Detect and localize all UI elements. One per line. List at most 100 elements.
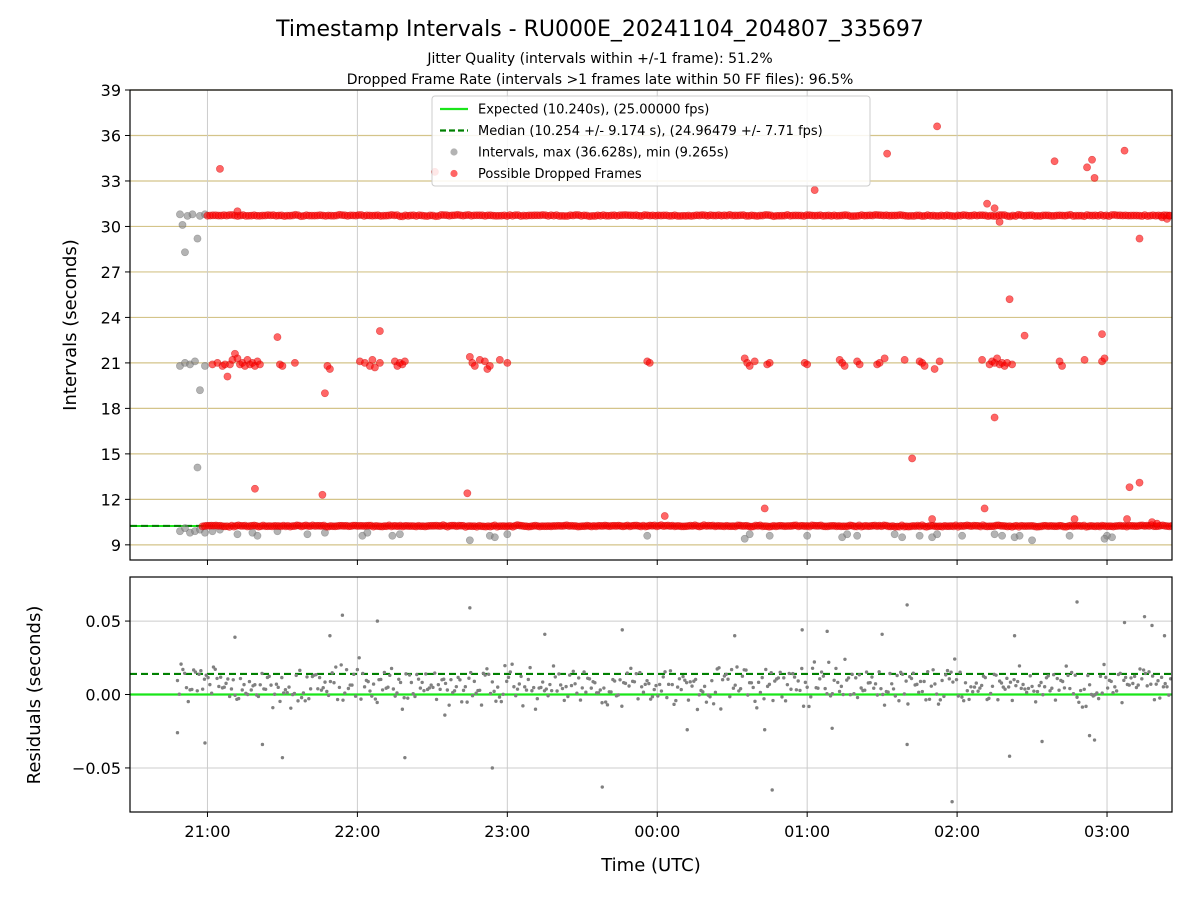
residual-point	[528, 665, 532, 670]
residual-point	[618, 678, 622, 682]
residual-point	[433, 671, 437, 675]
residual-point	[560, 686, 565, 691]
dropped-frame-point	[375, 327, 384, 335]
residual-point	[881, 692, 885, 697]
residual-point	[1075, 695, 1079, 699]
residual-point	[1048, 689, 1052, 693]
residual-point	[760, 675, 764, 680]
residual-point	[711, 702, 716, 706]
residual-point	[724, 672, 728, 676]
x-tick-label: 22:00	[334, 822, 380, 841]
residual-point	[1060, 679, 1065, 684]
legend-box	[431, 95, 871, 187]
residual-point	[612, 679, 617, 683]
dropped-frame-point	[480, 357, 489, 366]
interval-point	[998, 531, 1006, 540]
residual-point	[373, 697, 378, 701]
residual-point	[728, 694, 732, 699]
residual-point	[726, 677, 730, 681]
dropped-frame-point	[645, 359, 654, 367]
residual-point	[830, 726, 834, 730]
residual-point	[620, 628, 624, 632]
residual-point	[1165, 685, 1169, 689]
residual-point	[436, 682, 441, 687]
interval-point	[363, 528, 372, 537]
residuals-ticks: −0.05 0.00 0.05 21:00 22:00 23:00 00:00 01:00 02…	[72, 612, 1130, 841]
residual-point	[422, 688, 426, 693]
dropped-frame-point	[765, 359, 774, 367]
residual-point	[837, 689, 842, 694]
residual-point	[253, 683, 257, 687]
residual-point	[217, 684, 221, 689]
residual-point	[731, 686, 736, 690]
dropped-frame-point	[1135, 234, 1144, 243]
residual-point	[204, 673, 208, 677]
x-tick-label: 21:00	[184, 822, 230, 841]
residual-point	[514, 694, 518, 698]
residual-point	[443, 713, 447, 717]
dropped-frame-point	[983, 199, 991, 208]
residual-point	[782, 676, 786, 680]
residual-point	[182, 671, 187, 676]
intervals-axes-frame	[129, 89, 1173, 561]
residual-point	[663, 670, 667, 674]
residual-point	[686, 698, 691, 702]
chart-subtitle-jitter: Jitter Quality (intervals within +/-1 fr…	[426, 51, 772, 67]
residual-point	[407, 673, 412, 677]
x-axis-label: Time (UTC)	[600, 855, 701, 876]
residual-point	[1140, 677, 1144, 681]
dropped-frame-point	[318, 490, 327, 499]
intervals-series-points	[176, 210, 1116, 545]
residual-point	[720, 678, 725, 682]
residual-point	[1158, 696, 1162, 700]
residual-point	[598, 688, 602, 692]
dropped-frame-point	[1008, 360, 1016, 369]
residual-point	[708, 695, 712, 699]
intervals-y-tick-label: 21	[101, 354, 121, 373]
residual-point	[287, 685, 291, 689]
residual-point	[767, 682, 772, 687]
residual-point	[478, 688, 482, 692]
residual-point	[990, 684, 995, 688]
residual-point	[519, 674, 523, 679]
residual-point	[1131, 681, 1135, 686]
residual-point	[346, 686, 351, 691]
residual-point	[927, 697, 932, 701]
residual-point	[879, 686, 883, 691]
residual-point	[314, 672, 318, 677]
residual-point	[1035, 689, 1040, 694]
residual-point	[629, 666, 633, 671]
interval-point	[196, 386, 204, 395]
residual-point	[213, 667, 217, 671]
residual-point	[733, 634, 737, 638]
residual-point	[1114, 689, 1119, 693]
residual-point	[1068, 686, 1072, 691]
residual-point	[893, 694, 898, 698]
residual-point	[647, 681, 651, 686]
x-tick-label: 01:00	[784, 822, 830, 841]
residual-point	[1042, 685, 1047, 689]
interval-point	[958, 531, 967, 540]
residual-point	[301, 691, 306, 695]
residual-point	[357, 656, 361, 660]
residual-point	[880, 632, 884, 636]
intervals-y-tick-label: 39	[101, 81, 121, 100]
residual-point	[535, 697, 540, 701]
residual-point	[1142, 614, 1147, 619]
residual-point	[472, 679, 477, 684]
residual-point	[505, 679, 509, 684]
residual-point	[965, 689, 969, 693]
residual-point	[1102, 662, 1106, 667]
dropped-frame-point	[1153, 519, 1161, 528]
residual-point	[616, 693, 620, 697]
residual-point	[978, 686, 982, 690]
residual-point	[456, 675, 460, 680]
residual-point	[203, 741, 207, 745]
dropped-frame-point	[368, 355, 377, 364]
residual-point	[582, 670, 586, 674]
dropped-frame-point	[1050, 157, 1059, 166]
residual-point	[541, 680, 545, 684]
dropped-frame-point	[1005, 295, 1014, 304]
residual-point	[771, 698, 775, 703]
residual-point	[557, 672, 561, 676]
